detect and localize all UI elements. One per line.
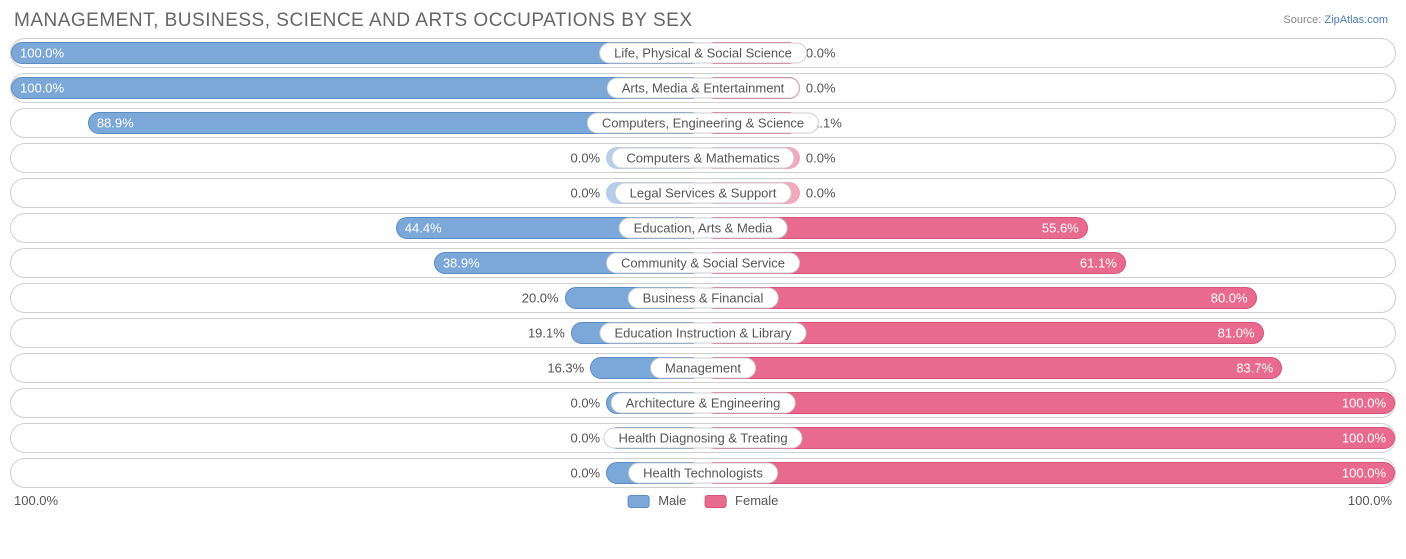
category-label: Legal Services & Support [615, 183, 792, 204]
female-bar: 83.7% [703, 357, 1282, 379]
chart-title: MANAGEMENT, BUSINESS, SCIENCE AND ARTS O… [14, 10, 1396, 32]
category-label: Arts, Media & Entertainment [607, 78, 800, 99]
chart-row: 0.0% 100.0% Architecture & Engineering [10, 388, 1396, 418]
female-value: 80.0% [1211, 291, 1248, 306]
chart-row: 20.0% 80.0% Business & Financial [10, 283, 1396, 313]
chart-row: 0.0% 0.0% Computers & Mathematics [10, 143, 1396, 173]
legend-female-label: Female [735, 493, 778, 508]
male-value: 20.0% [522, 291, 559, 306]
female-value: 83.7% [1236, 361, 1273, 376]
axis-right-label: 100.0% [1348, 493, 1392, 508]
female-value: 100.0% [1342, 466, 1386, 481]
category-label: Education, Arts & Media [619, 218, 788, 239]
legend-female: Female [704, 493, 778, 508]
female-value: 61.1% [1080, 256, 1117, 271]
chart-row: 0.0% 100.0% Health Technologists [10, 458, 1396, 488]
chart-row: 100.0% 0.0% Arts, Media & Entertainment [10, 73, 1396, 103]
chart-row: 38.9% 61.1% Community & Social Service [10, 248, 1396, 278]
category-label: Health Diagnosing & Treating [603, 428, 802, 449]
chart-row: 100.0% 0.0%Life, Physical & Social Scienc… [10, 38, 1396, 68]
female-value: 81.0% [1218, 326, 1255, 341]
category-label: Management [650, 358, 756, 379]
category-label: Education Instruction & Library [599, 323, 806, 344]
legend: Male Female [628, 493, 779, 508]
female-swatch [704, 495, 726, 508]
female-value: 0.0% [806, 81, 836, 96]
category-label: Computers & Mathematics [611, 148, 794, 169]
male-value: 0.0% [570, 396, 600, 411]
female-value: 100.0% [1342, 431, 1386, 446]
male-value: 0.0% [570, 466, 600, 481]
male-value: 19.1% [528, 326, 565, 341]
female-value: 0.0% [806, 151, 836, 166]
male-value: 16.3% [547, 361, 584, 376]
category-label: Architecture & Engineering [611, 393, 796, 414]
male-value: 100.0% [20, 46, 64, 61]
male-value: 38.9% [443, 256, 480, 271]
source-link[interactable]: ZipAtlas.com [1324, 14, 1388, 26]
female-value: 55.6% [1042, 221, 1079, 236]
category-label: Business & Financial [628, 288, 779, 309]
chart-row: 44.4% 55.6% Education, Arts & Media [10, 213, 1396, 243]
female-value: 100.0% [1342, 396, 1386, 411]
legend-row: 100.0% Male Female 100.0% [10, 493, 1396, 513]
chart-row: 19.1% 81.0% Education Instruction & Librar… [10, 318, 1396, 348]
chart-row: 16.3% 83.7% Management [10, 353, 1396, 383]
female-value: 0.0% [806, 186, 836, 201]
chart-row: 88.9%11.1%Computers, Engineering & Scien… [10, 108, 1396, 138]
legend-male: Male [628, 493, 687, 508]
chart-row: 0.0% 0.0% Legal Services & Support [10, 178, 1396, 208]
source-attribution: Source: ZipAtlas.com [1283, 14, 1388, 26]
category-label: Life, Physical & Social Science [599, 43, 807, 64]
male-value: 100.0% [20, 81, 64, 96]
female-bar: 80.0% [703, 287, 1257, 309]
axis-left-label: 100.0% [14, 493, 58, 508]
male-value: 0.0% [570, 431, 600, 446]
diverging-bar-chart: 100.0%0.0%Life, Physical & Social Scienc… [10, 38, 1396, 488]
female-bar: 100.0% [703, 462, 1395, 484]
male-value: 0.0% [570, 186, 600, 201]
category-label: Computers, Engineering & Science [587, 113, 819, 134]
male-swatch [628, 495, 650, 508]
female-bar: 100.0% [703, 427, 1395, 449]
category-label: Health Technologists [628, 463, 778, 484]
male-bar: 100.0% [11, 77, 703, 99]
female-bar: 100.0% [703, 392, 1395, 414]
male-value: 0.0% [570, 151, 600, 166]
male-value: 44.4% [405, 221, 442, 236]
legend-male-label: Male [658, 493, 686, 508]
source-label: Source: [1283, 14, 1321, 26]
female-value: 0.0% [806, 46, 836, 61]
male-value: 88.9% [97, 116, 134, 131]
category-label: Community & Social Service [606, 253, 800, 274]
chart-row: 0.0% 100.0% Health Diagnosing & Treating [10, 423, 1396, 453]
